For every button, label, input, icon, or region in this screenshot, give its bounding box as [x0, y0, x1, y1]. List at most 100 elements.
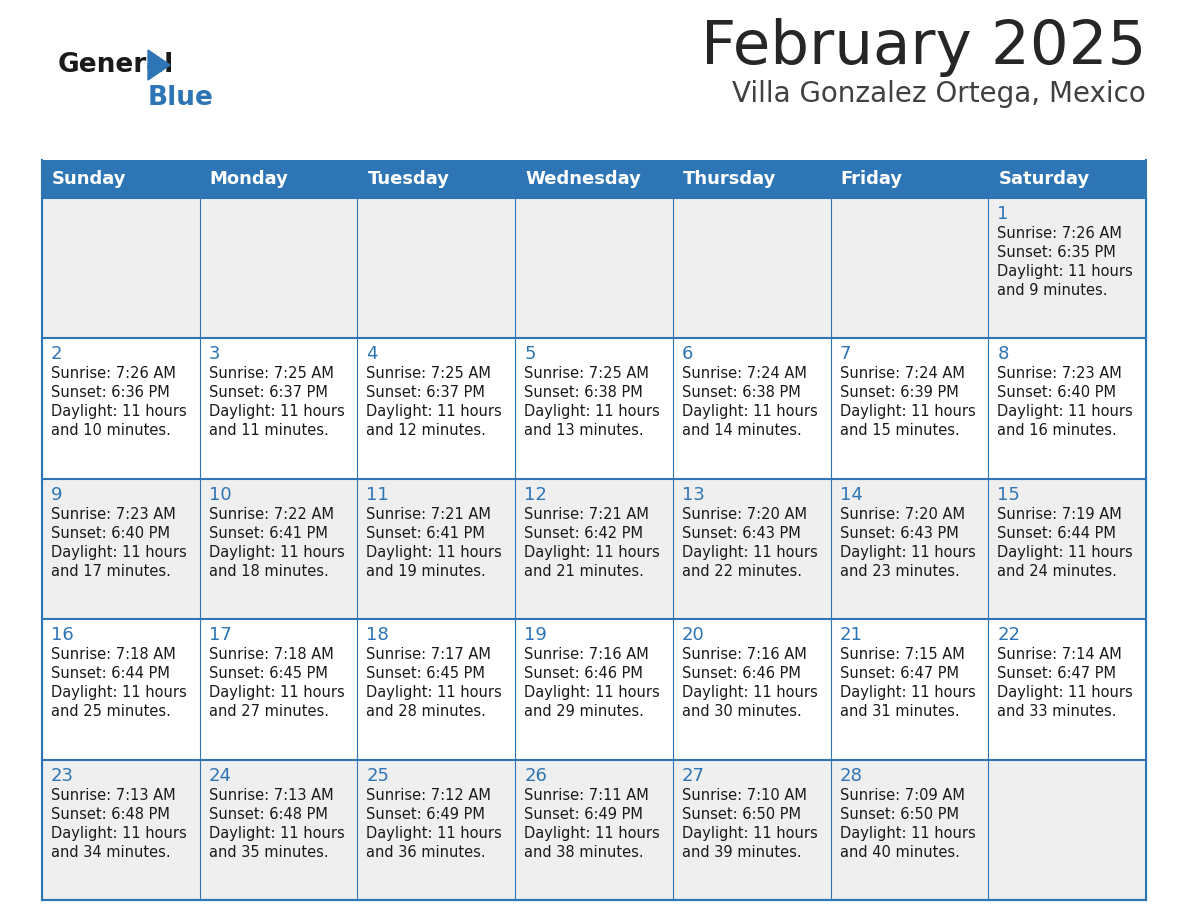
Text: and 16 minutes.: and 16 minutes. — [997, 423, 1117, 439]
Text: and 13 minutes.: and 13 minutes. — [524, 423, 644, 439]
Text: and 36 minutes.: and 36 minutes. — [366, 845, 486, 859]
Text: Monday: Monday — [210, 170, 289, 188]
Text: Daylight: 11 hours: Daylight: 11 hours — [682, 405, 817, 420]
Text: Sunset: 6:49 PM: Sunset: 6:49 PM — [524, 807, 643, 822]
Text: 22: 22 — [997, 626, 1020, 644]
Text: and 30 minutes.: and 30 minutes. — [682, 704, 802, 719]
Text: Daylight: 11 hours: Daylight: 11 hours — [682, 825, 817, 841]
Text: Sunrise: 7:16 AM: Sunrise: 7:16 AM — [682, 647, 807, 662]
Text: Sunrise: 7:20 AM: Sunrise: 7:20 AM — [840, 507, 965, 521]
Text: 8: 8 — [997, 345, 1009, 364]
Text: Blue: Blue — [148, 85, 214, 111]
Text: Sunrise: 7:11 AM: Sunrise: 7:11 AM — [524, 788, 649, 802]
Text: 7: 7 — [840, 345, 851, 364]
Text: Sunset: 6:41 PM: Sunset: 6:41 PM — [366, 526, 486, 541]
Text: and 12 minutes.: and 12 minutes. — [366, 423, 486, 439]
Text: and 18 minutes.: and 18 minutes. — [209, 564, 328, 579]
Text: 12: 12 — [524, 486, 546, 504]
Text: and 33 minutes.: and 33 minutes. — [997, 704, 1117, 719]
Text: Daylight: 11 hours: Daylight: 11 hours — [997, 544, 1133, 560]
Text: Sunrise: 7:16 AM: Sunrise: 7:16 AM — [524, 647, 649, 662]
Text: Friday: Friday — [841, 170, 903, 188]
Text: Sunrise: 7:21 AM: Sunrise: 7:21 AM — [366, 507, 492, 521]
Text: and 24 minutes.: and 24 minutes. — [997, 564, 1117, 579]
Text: and 21 minutes.: and 21 minutes. — [524, 564, 644, 579]
Text: Sunrise: 7:18 AM: Sunrise: 7:18 AM — [51, 647, 176, 662]
Text: Sunrise: 7:24 AM: Sunrise: 7:24 AM — [840, 366, 965, 381]
Text: Sunset: 6:43 PM: Sunset: 6:43 PM — [682, 526, 801, 541]
Text: 27: 27 — [682, 767, 704, 785]
Text: Sunset: 6:45 PM: Sunset: 6:45 PM — [209, 666, 328, 681]
Text: Sunset: 6:40 PM: Sunset: 6:40 PM — [997, 386, 1117, 400]
Text: 13: 13 — [682, 486, 704, 504]
Text: Sunrise: 7:13 AM: Sunrise: 7:13 AM — [209, 788, 334, 802]
Text: Sunrise: 7:13 AM: Sunrise: 7:13 AM — [51, 788, 176, 802]
Text: Daylight: 11 hours: Daylight: 11 hours — [997, 264, 1133, 279]
Text: Sunrise: 7:25 AM: Sunrise: 7:25 AM — [209, 366, 334, 381]
Text: Sunset: 6:42 PM: Sunset: 6:42 PM — [524, 526, 643, 541]
Text: 19: 19 — [524, 626, 546, 644]
Text: Sunrise: 7:12 AM: Sunrise: 7:12 AM — [366, 788, 492, 802]
Text: Daylight: 11 hours: Daylight: 11 hours — [366, 405, 503, 420]
Text: Sunrise: 7:19 AM: Sunrise: 7:19 AM — [997, 507, 1121, 521]
Text: Daylight: 11 hours: Daylight: 11 hours — [840, 405, 975, 420]
Text: 6: 6 — [682, 345, 694, 364]
Text: and 11 minutes.: and 11 minutes. — [209, 423, 328, 439]
Text: 14: 14 — [840, 486, 862, 504]
Bar — [42, 479, 1146, 620]
Text: and 35 minutes.: and 35 minutes. — [209, 845, 328, 859]
Text: 1: 1 — [997, 205, 1009, 223]
Text: Sunrise: 7:26 AM: Sunrise: 7:26 AM — [997, 226, 1123, 241]
Text: and 27 minutes.: and 27 minutes. — [209, 704, 329, 719]
Text: and 14 minutes.: and 14 minutes. — [682, 423, 802, 439]
Bar — [42, 198, 1146, 339]
Text: Daylight: 11 hours: Daylight: 11 hours — [366, 685, 503, 700]
Text: Daylight: 11 hours: Daylight: 11 hours — [524, 544, 659, 560]
Text: February 2025: February 2025 — [701, 18, 1146, 77]
Text: Daylight: 11 hours: Daylight: 11 hours — [209, 544, 345, 560]
Text: Sunrise: 7:15 AM: Sunrise: 7:15 AM — [840, 647, 965, 662]
Text: Sunset: 6:45 PM: Sunset: 6:45 PM — [366, 666, 486, 681]
Text: Sunset: 6:44 PM: Sunset: 6:44 PM — [51, 666, 170, 681]
Text: Sunset: 6:43 PM: Sunset: 6:43 PM — [840, 526, 959, 541]
Text: 9: 9 — [51, 486, 63, 504]
Text: Sunrise: 7:20 AM: Sunrise: 7:20 AM — [682, 507, 807, 521]
Bar — [42, 339, 1146, 479]
Text: and 25 minutes.: and 25 minutes. — [51, 704, 171, 719]
Text: and 9 minutes.: and 9 minutes. — [997, 283, 1107, 298]
Text: 21: 21 — [840, 626, 862, 644]
Text: 28: 28 — [840, 767, 862, 785]
Text: Sunset: 6:49 PM: Sunset: 6:49 PM — [366, 807, 486, 822]
Text: 18: 18 — [366, 626, 390, 644]
Text: 23: 23 — [51, 767, 74, 785]
Text: Sunset: 6:38 PM: Sunset: 6:38 PM — [682, 386, 801, 400]
Text: and 31 minutes.: and 31 minutes. — [840, 704, 959, 719]
Text: Sunset: 6:50 PM: Sunset: 6:50 PM — [682, 807, 801, 822]
Polygon shape — [148, 50, 170, 80]
Text: and 10 minutes.: and 10 minutes. — [51, 423, 171, 439]
Text: Saturday: Saturday — [998, 170, 1089, 188]
Text: and 40 minutes.: and 40 minutes. — [840, 845, 960, 859]
Text: Sunrise: 7:25 AM: Sunrise: 7:25 AM — [524, 366, 649, 381]
Text: 24: 24 — [209, 767, 232, 785]
Text: 20: 20 — [682, 626, 704, 644]
Text: and 19 minutes.: and 19 minutes. — [366, 564, 486, 579]
Text: Sunrise: 7:09 AM: Sunrise: 7:09 AM — [840, 788, 965, 802]
Text: Sunrise: 7:23 AM: Sunrise: 7:23 AM — [997, 366, 1121, 381]
Text: and 29 minutes.: and 29 minutes. — [524, 704, 644, 719]
Text: Thursday: Thursday — [683, 170, 776, 188]
Text: Daylight: 11 hours: Daylight: 11 hours — [209, 685, 345, 700]
Text: Sunrise: 7:10 AM: Sunrise: 7:10 AM — [682, 788, 807, 802]
Text: Sunrise: 7:18 AM: Sunrise: 7:18 AM — [209, 647, 334, 662]
Text: Sunset: 6:35 PM: Sunset: 6:35 PM — [997, 245, 1116, 260]
Text: Sunset: 6:36 PM: Sunset: 6:36 PM — [51, 386, 170, 400]
Text: Sunday: Sunday — [52, 170, 126, 188]
Bar — [42, 759, 1146, 900]
Text: and 23 minutes.: and 23 minutes. — [840, 564, 960, 579]
Text: Villa Gonzalez Ortega, Mexico: Villa Gonzalez Ortega, Mexico — [732, 80, 1146, 108]
Text: Wednesday: Wednesday — [525, 170, 642, 188]
Text: Sunset: 6:48 PM: Sunset: 6:48 PM — [51, 807, 170, 822]
Text: Sunset: 6:47 PM: Sunset: 6:47 PM — [840, 666, 959, 681]
Text: General: General — [58, 52, 175, 78]
Text: and 17 minutes.: and 17 minutes. — [51, 564, 171, 579]
